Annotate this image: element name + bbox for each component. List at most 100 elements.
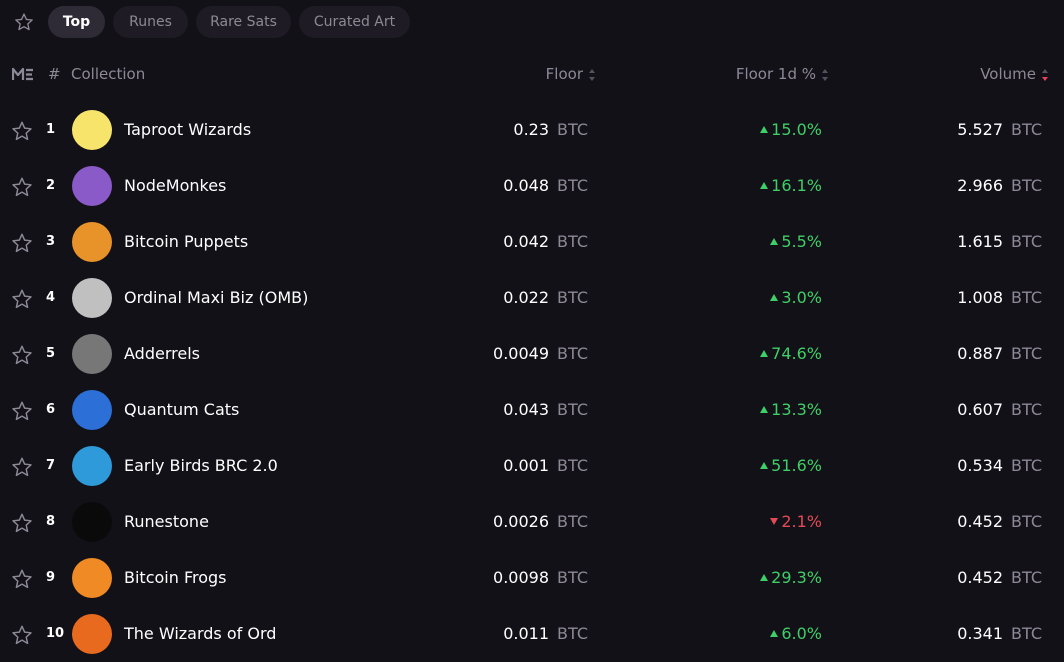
currency-unit: BTC [1011,344,1042,363]
floor-price-value: 0.0049 [493,344,550,363]
floor-price-cell: 0.0026 BTC [493,494,588,550]
table-row[interactable]: 6 Quantum Cats 0.043 BTC 13.3% 0.607 BTC [0,382,1064,438]
volume-cell: 0.887 BTC [957,326,1042,382]
volume-value: 0.607 [957,400,1004,419]
table-row[interactable]: 1 Taproot Wizards 0.23 BTC 15.0% 5.527 BTC [0,102,1064,158]
triangle-up-icon [770,238,779,245]
favorite-star-icon[interactable] [11,568,33,590]
currency-unit: BTC [557,568,588,587]
favorite-star-icon[interactable] [11,624,33,646]
table-row[interactable]: 3 Bitcoin Puppets 0.042 BTC 5.5% 1.615 BTC [0,214,1064,270]
rank-number: 6 [46,402,56,417]
favorite-star-icon[interactable] [11,400,33,422]
collection-avatar [72,446,112,486]
floor-change-header-sort[interactable]: Floor 1d % [736,60,828,88]
floor-price-cell: 0.042 BTC [503,214,588,270]
volume-value: 1.008 [957,288,1004,307]
currency-unit: BTC [1011,120,1042,139]
volume-cell: 5.527 BTC [957,102,1042,158]
floor-price-value: 0.23 [513,120,550,139]
currency-unit: BTC [557,624,588,643]
favorite-star-icon[interactable] [11,344,33,366]
currency-unit: BTC [557,288,588,307]
currency-unit: BTC [557,120,588,139]
floor-change-value: 6.0% [781,624,822,643]
volume-cell: 0.607 BTC [957,382,1042,438]
collection-name-link[interactable]: Adderrels [124,344,200,363]
collection-name-link[interactable]: Early Birds BRC 2.0 [124,456,278,475]
favorite-star-icon[interactable] [11,512,33,534]
volume-value: 5.527 [957,120,1004,139]
volume-value: 0.452 [957,568,1004,587]
sort-arrows-icon [822,68,828,82]
volume-cell: 2.966 BTC [957,158,1042,214]
floor-change-value: 74.6% [771,344,822,363]
volume-cell: 0.341 BTC [957,606,1042,662]
rank-number: 10 [46,626,65,641]
triangle-up-icon [770,630,779,637]
volume-cell: 0.452 BTC [957,550,1042,606]
collection-name-link[interactable]: The Wizards of Ord [124,624,277,643]
collection-avatar [72,614,112,654]
favorites-star-icon[interactable] [14,12,34,32]
collection-name-link[interactable]: Ordinal Maxi Biz (OMB) [124,288,309,307]
currency-unit: BTC [557,400,588,419]
currency-unit: BTC [1011,624,1042,643]
collection-name-link[interactable]: Quantum Cats [124,400,240,419]
table-row[interactable]: 5 Adderrels 0.0049 BTC 74.6% 0.887 BTC [0,326,1064,382]
favorite-star-icon[interactable] [11,456,33,478]
collection-name-link[interactable]: Runestone [124,512,209,531]
favorite-star-icon[interactable] [11,288,33,310]
table-row[interactable]: 9 Bitcoin Frogs 0.0098 BTC 29.3% 0.452 BTC [0,550,1064,606]
floor-change-cell: 5.5% [770,214,822,270]
triangle-up-icon [760,574,769,581]
triangle-up-icon [760,462,769,469]
floor-change-value: 15.0% [771,120,822,139]
currency-unit: BTC [557,344,588,363]
volume-cell: 0.452 BTC [957,494,1042,550]
table-row[interactable]: 10 The Wizards of Ord 0.011 BTC 6.0% 0.341 BTC [0,606,1064,662]
rank-number: 3 [46,234,56,249]
triangle-up-icon [770,294,779,301]
floor-change-cell: 29.3% [760,550,822,606]
floor-price-value: 0.043 [503,400,550,419]
collection-name-link[interactable]: Bitcoin Puppets [124,232,249,251]
floor-price-cell: 0.001 BTC [503,438,588,494]
collection-name-link[interactable]: NodeMonkes [124,176,227,195]
collection-name-link[interactable]: Bitcoin Frogs [124,568,227,587]
sort-arrows-icon [589,68,595,82]
currency-unit: BTC [557,176,588,195]
floor-price-cell: 0.043 BTC [503,382,588,438]
tab-rare-sats[interactable]: Rare Sats [196,6,291,38]
floor-change-cell: 15.0% [760,102,822,158]
floor-change-cell: 2.1% [770,494,822,550]
tab-runes[interactable]: Runes [113,6,188,38]
table-header: # Collection Floor Floor 1d % Volume [0,60,1064,88]
favorite-star-icon[interactable] [11,232,33,254]
triangle-down-icon [770,518,779,525]
rank-number: 7 [46,458,56,473]
floor-change-cell: 3.0% [770,270,822,326]
table-row[interactable]: 2 NodeMonkes 0.048 BTC 16.1% 2.966 BTC [0,158,1064,214]
table-row[interactable]: 7 Early Birds BRC 2.0 0.001 BTC 51.6% 0.534 BT… [0,438,1064,494]
volume-cell: 1.008 BTC [957,270,1042,326]
floor-change-cell: 6.0% [770,606,822,662]
table-row[interactable]: 4 Ordinal Maxi Biz (OMB) 0.022 BTC 3.0% 1.008… [0,270,1064,326]
favorite-star-icon[interactable] [11,120,33,142]
triangle-up-icon [760,182,769,189]
volume-header-sort[interactable]: Volume [980,60,1048,88]
floor-price-value: 0.0098 [493,568,550,587]
floor-header-sort[interactable]: Floor [546,60,595,88]
table-row[interactable]: 8 Runestone 0.0026 BTC 2.1% 0.452 BTC [0,494,1064,550]
tab-curated-art[interactable]: Curated Art [299,6,410,38]
rank-number: 1 [46,122,56,137]
floor-change-cell: 51.6% [760,438,822,494]
magic-eden-logo-icon [12,67,33,81]
volume-cell: 1.615 BTC [957,214,1042,270]
collection-name-link[interactable]: Taproot Wizards [124,120,252,139]
tab-top[interactable]: Top [48,6,105,38]
currency-unit: BTC [1011,232,1042,251]
favorite-star-icon[interactable] [11,176,33,198]
triangle-up-icon [760,350,769,357]
volume-value: 0.887 [957,344,1004,363]
